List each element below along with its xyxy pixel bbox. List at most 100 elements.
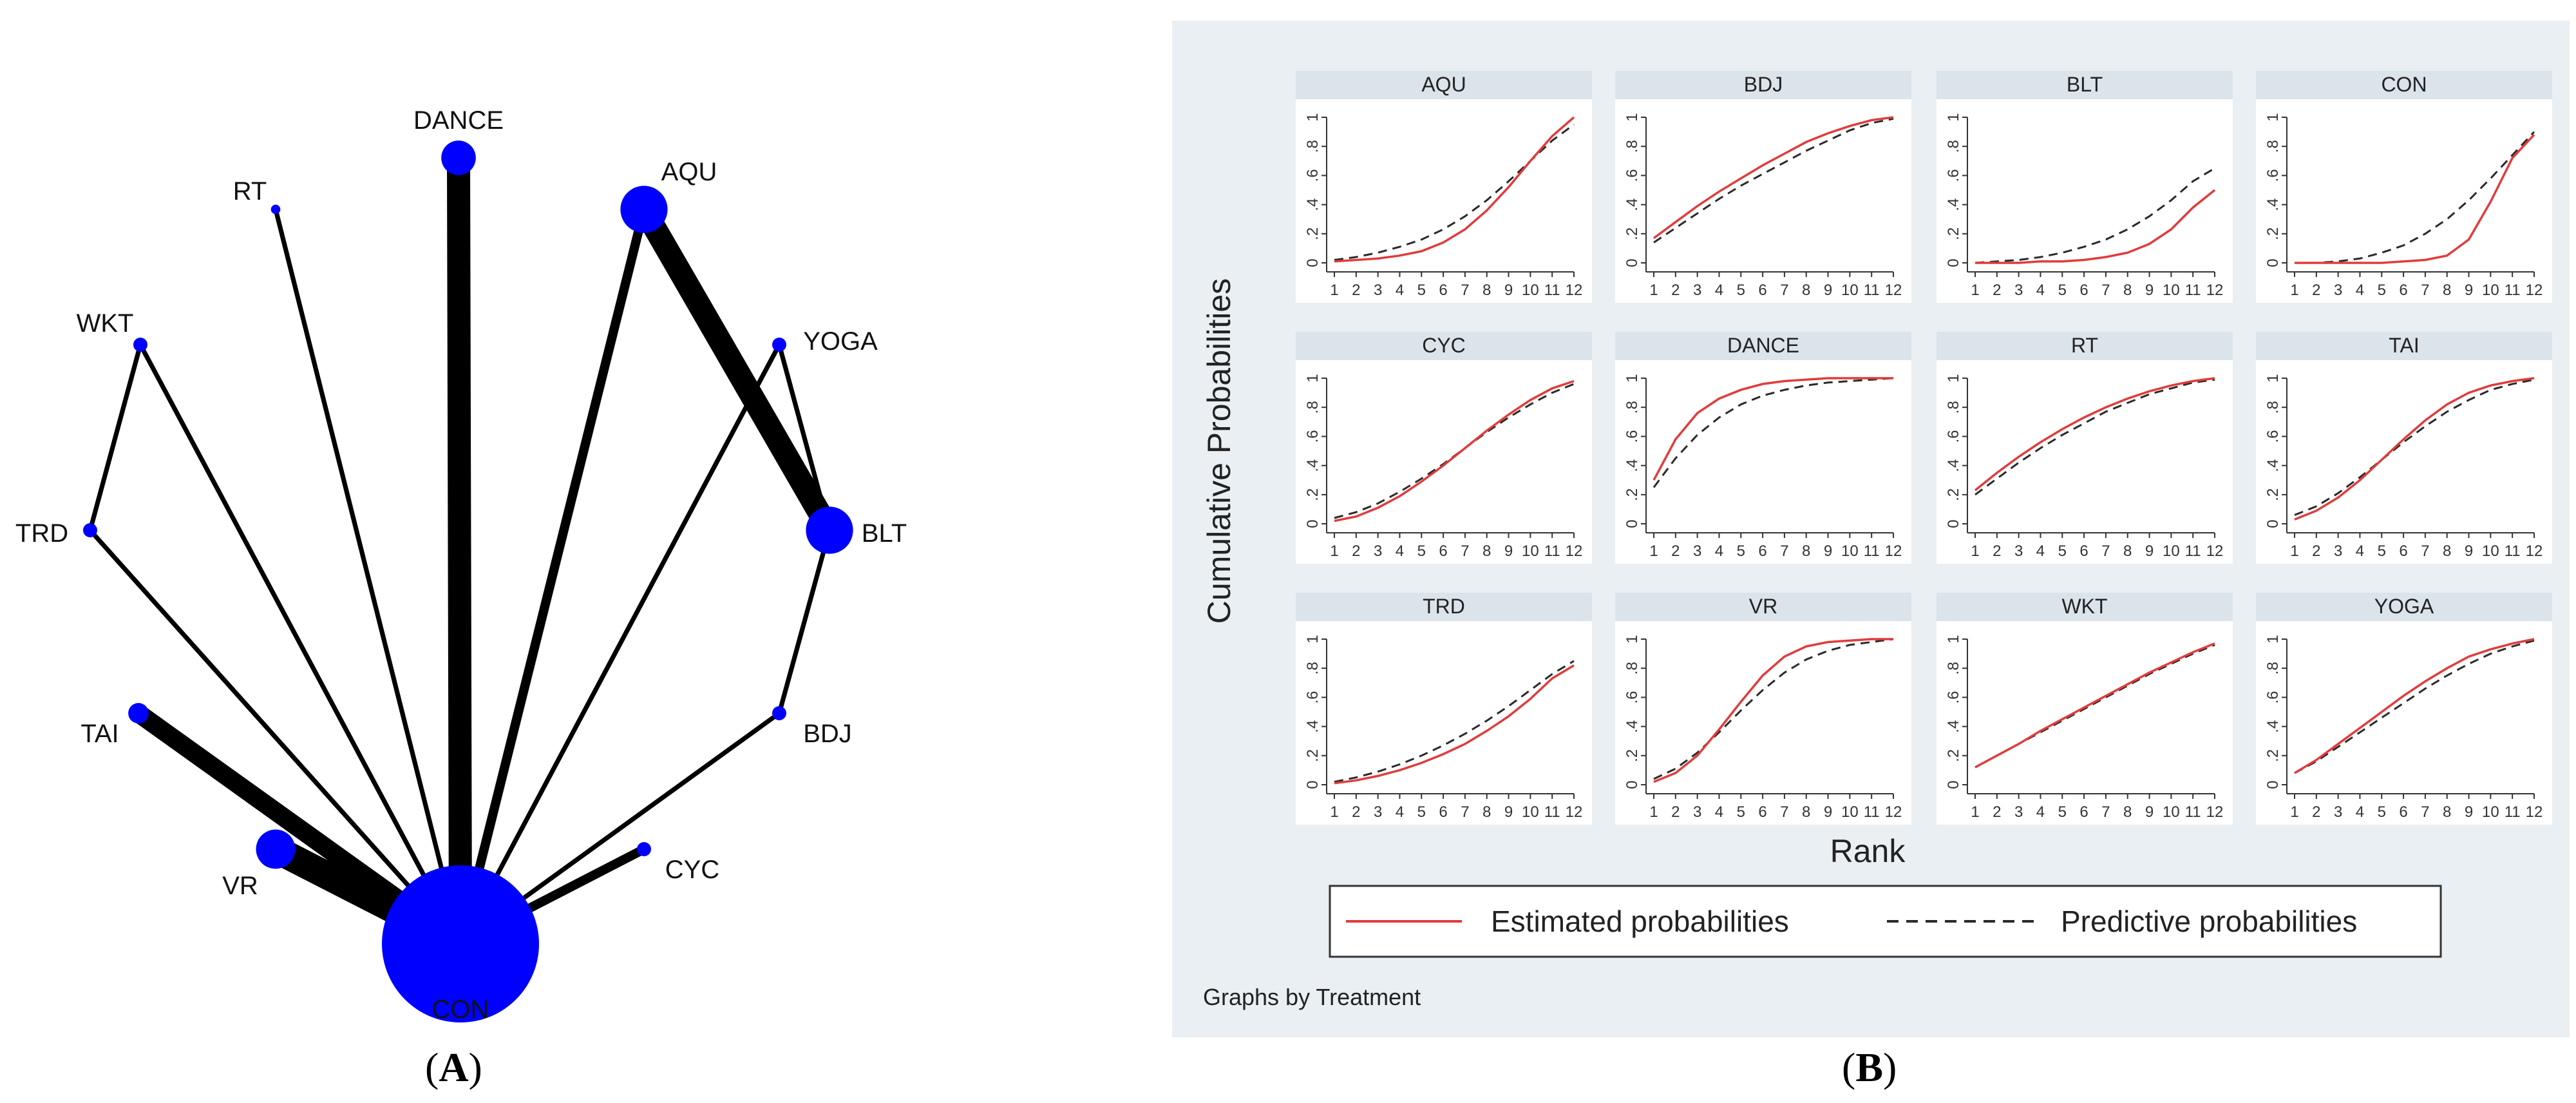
- y-tick-label: 1: [1945, 374, 1962, 382]
- y-tick-label: .8: [2264, 662, 2282, 675]
- y-tick-label: .8: [1945, 140, 1962, 153]
- x-tick-label: 2: [1671, 282, 1680, 299]
- x-tick-label: 9: [1824, 282, 1832, 299]
- node-rt: [270, 204, 281, 215]
- node-dance: [441, 140, 476, 175]
- node-label-cyc: CYC: [665, 856, 719, 884]
- strip-label-trd: TRD: [1423, 595, 1465, 618]
- y-tick-label: .4: [1624, 459, 1641, 472]
- x-tick-label: 5: [1737, 282, 1745, 299]
- x-tick-label: 7: [2421, 542, 2429, 560]
- x-tick-label: 6: [1439, 542, 1447, 560]
- x-tick-label: 3: [1374, 282, 1382, 299]
- y-tick-label: .8: [1624, 662, 1641, 675]
- x-tick-label: 5: [1417, 803, 1426, 821]
- x-tick-label: 3: [2014, 803, 2023, 821]
- x-tick-label: 11: [2505, 542, 2521, 560]
- estimated-line-wkt: [1975, 642, 2215, 769]
- node-label-trd: TRD: [15, 519, 68, 548]
- x-tick-label: 4: [2036, 542, 2045, 560]
- x-tick-label: 2: [1671, 542, 1680, 560]
- x-tick-label: 8: [2123, 282, 2132, 299]
- x-tick-label: 8: [1482, 542, 1491, 560]
- y-tick-label: .6: [2264, 169, 2282, 182]
- predictive-line-bdj: [1653, 117, 1894, 244]
- x-tick-label: 12: [1566, 282, 1583, 299]
- y-tick-label: 1: [1304, 635, 1321, 643]
- legend-predictive-label: Predictive probabilities: [2061, 905, 2357, 938]
- x-tick-label: 12: [1566, 542, 1583, 560]
- y-tick-label: .6: [1945, 169, 1962, 182]
- y-tick-label: 1: [1945, 113, 1962, 121]
- y-tick-label: 0: [2264, 258, 2282, 267]
- rank-probability-plots: Cumulative Probabilities Rank AQU 0 .2 .4 .6 .8…: [1172, 21, 2570, 1037]
- y-tick-label: .2: [1624, 227, 1641, 240]
- y-tick-label: 1: [1945, 635, 1962, 643]
- estimated-line-cyc: [1334, 379, 1575, 523]
- estimated-line-bdj: [1653, 116, 1894, 240]
- x-tick-label: 12: [1885, 282, 1902, 299]
- y-tick-label: 0: [1624, 780, 1641, 789]
- node-label-con: CON: [432, 995, 489, 1024]
- x-tick-label: 4: [1715, 282, 1723, 299]
- predictive-line-yoga: [2294, 639, 2535, 774]
- x-tick-label: 7: [1780, 803, 1788, 821]
- y-tick-label: 1: [1624, 113, 1641, 121]
- x-tick-label: 10: [1522, 542, 1539, 560]
- x-tick-label: 8: [2443, 803, 2451, 821]
- y-tick-label: 0: [2264, 780, 2282, 789]
- strip-yoga: [2256, 593, 2552, 621]
- y-tick-label: .2: [1304, 488, 1321, 501]
- x-tick-label: 10: [2163, 803, 2180, 821]
- node-label-yoga: YOGA: [803, 327, 878, 356]
- x-tick-label: 3: [1693, 803, 1701, 821]
- plot-area-bdj: [1615, 99, 1911, 303]
- x-tick-label: 4: [1396, 282, 1404, 299]
- x-tick-label: 11: [2185, 282, 2201, 299]
- strip-label-aqu: AQU: [1421, 73, 1466, 96]
- plot-area-rt: [1937, 360, 2233, 564]
- x-tick-label: 11: [1544, 803, 1560, 821]
- edge-con-wkt: [138, 343, 463, 945]
- y-axis-label: Cumulative Probabilities: [1201, 278, 1237, 624]
- node-label-tai: TAI: [80, 720, 118, 748]
- x-tick-label: 12: [1885, 803, 1902, 821]
- strip-con: [2256, 71, 2552, 99]
- y-tick-label: 1: [2264, 374, 2282, 382]
- x-tick-label: 10: [1841, 542, 1859, 560]
- y-tick-label: .8: [1624, 140, 1641, 153]
- x-tick-label: 9: [2465, 542, 2473, 560]
- y-tick-label: 1: [1304, 374, 1321, 382]
- x-tick-label: 5: [1737, 803, 1745, 821]
- y-tick-label: .4: [1304, 720, 1321, 733]
- node-wkt: [133, 338, 147, 352]
- y-tick-label: .8: [1304, 401, 1321, 414]
- x-tick-label: 9: [2465, 803, 2473, 821]
- estimated-line-trd: [1334, 664, 1575, 785]
- strip-label-wkt: WKT: [2061, 595, 2107, 618]
- x-tick-label: 3: [1693, 542, 1701, 560]
- strip-trd: [1296, 593, 1592, 621]
- y-tick-label: .8: [2264, 140, 2282, 153]
- x-tick-label: 2: [2312, 803, 2320, 821]
- predictive-line-rt: [1975, 378, 2215, 496]
- x-tick-label: 7: [1461, 803, 1469, 821]
- x-tick-label: 9: [1824, 542, 1832, 560]
- x-tick-label: 5: [1737, 542, 1745, 560]
- y-tick-label: .6: [1624, 169, 1641, 182]
- y-tick-label: .8: [1945, 662, 1962, 675]
- edge-blt-bdj: [777, 530, 832, 714]
- subplot-rt: RT0.2.4.6.811 2 3 4 5 6 7 8 9 10 11 12: [1937, 332, 2233, 564]
- node-label-blt: BLT: [862, 519, 907, 548]
- node-label-rt: RT: [233, 177, 267, 206]
- x-tick-label: 2: [1993, 282, 2001, 299]
- x-tick-label: 5: [2378, 282, 2386, 299]
- x-tick-label: 6: [2399, 282, 2407, 299]
- x-tick-label: 12: [2526, 803, 2543, 821]
- y-tick-label: .2: [2264, 227, 2282, 240]
- node-vr: [256, 829, 296, 869]
- x-tick-label: 10: [2482, 542, 2499, 560]
- y-tick-label: .6: [1304, 169, 1321, 182]
- legend: Estimated probabilities Predictive probab…: [1329, 885, 2442, 958]
